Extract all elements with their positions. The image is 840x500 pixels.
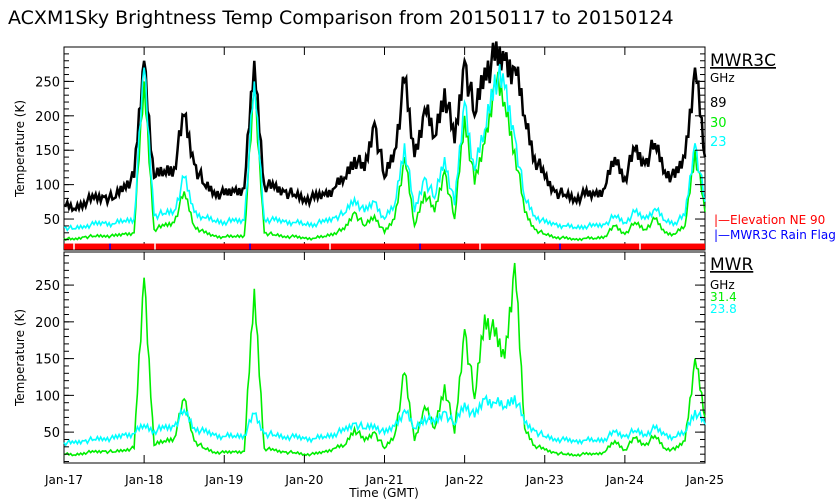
legend-unit-mwr3c: GHz	[710, 71, 735, 85]
x-tick-label: Jan-25	[685, 473, 724, 487]
legend-31-4: 31.4	[710, 290, 737, 304]
series-line-89	[63, 41, 707, 214]
x-tick-label: Jan-20	[284, 473, 323, 487]
y-tick-label: 100	[35, 179, 60, 194]
y-axis-label: Temperature (K)	[13, 100, 27, 198]
x-tick-label: Jan-18	[124, 473, 163, 487]
x-tick-label: Jan-17	[44, 473, 83, 487]
legend-23-8: 23.8	[710, 302, 737, 316]
legend-elevation: |—Elevation NE 90	[714, 213, 825, 227]
legend-89: 89	[710, 96, 727, 111]
y-tick-label: 150	[35, 353, 60, 368]
legend-23: 23	[710, 135, 727, 150]
mwr3c-panel: 50 100 150 200 250 Temperature (K)	[13, 41, 707, 251]
y-tick-label: 100	[35, 389, 60, 404]
y-tick-label: 200	[35, 316, 60, 331]
y-tick-label: 50	[43, 213, 60, 228]
chart-title: ACXM1Sky Brightness Temp Comparison from…	[8, 7, 674, 29]
legend-instrument-mwr: MWR	[710, 255, 753, 275]
x-tick-label: Jan-22	[445, 473, 484, 487]
y-tick-label: 250	[35, 75, 60, 90]
x-tick-label: Jan-19	[204, 473, 243, 487]
series-line-23.8	[63, 393, 706, 447]
elevation-flag-bar	[64, 243, 705, 250]
series-line-23	[63, 64, 706, 232]
legend-unit-mwr: GHz	[710, 278, 735, 292]
legend-30: 30	[710, 116, 727, 131]
y-tick-label: 150	[35, 144, 60, 159]
x-tick-label: Jan-23	[525, 473, 564, 487]
y-tick-label: 200	[35, 110, 60, 125]
series-line-30	[63, 71, 706, 242]
legend-instrument-mwr3c: MWR3C	[710, 51, 776, 71]
x-tick-label: Jan-21	[364, 473, 403, 487]
series-line-31.4	[63, 262, 706, 458]
y-tick-label: 250	[35, 279, 60, 294]
x-axis-label: Time (GMT)	[348, 486, 419, 500]
legend-rain-flag: |—MWR3C Rain Flag	[714, 228, 836, 242]
y-axis-label: Temperature (K)	[13, 309, 27, 407]
x-tick-label: Jan-24	[605, 473, 644, 487]
y-tick-label: 50	[43, 426, 60, 441]
mwr-panel: 50 100 150 200 250 Temperature (K) Jan-17 Jan-1…	[13, 251, 724, 487]
